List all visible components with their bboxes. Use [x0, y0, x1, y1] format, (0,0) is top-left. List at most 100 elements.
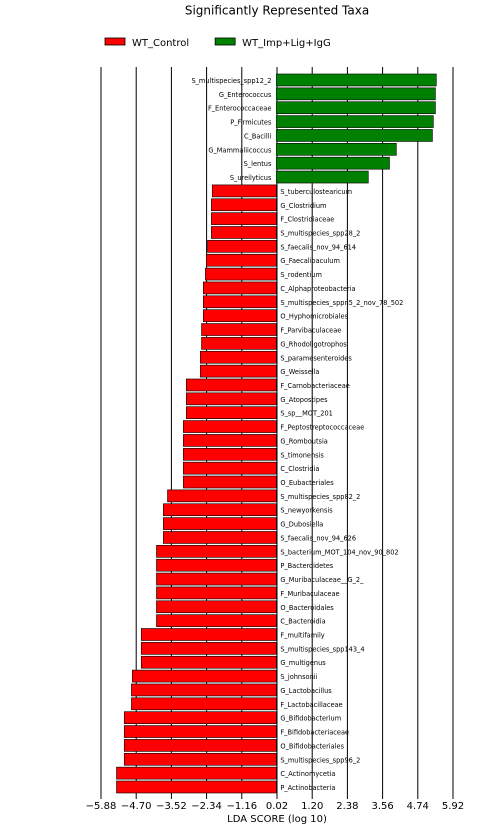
x-tick-label: −5.88: [86, 801, 117, 812]
bar: [167, 489, 277, 503]
bar: [123, 725, 277, 738]
bar: [156, 545, 277, 558]
bar: [203, 281, 277, 295]
bar-label: P_Firmicutes: [230, 119, 272, 127]
bar-label: G_Muribaculaceae__G_2_: [280, 576, 364, 584]
bar-label: G_Mammaliicoccus: [208, 146, 272, 154]
x-tick-label: 3.56: [371, 801, 393, 812]
bar-label: G_Atopostipes: [280, 396, 328, 404]
bar: [201, 337, 277, 350]
bar: [156, 614, 277, 627]
bar-label: G_Clostridium: [280, 202, 326, 210]
legend-swatch: [214, 37, 236, 46]
bar-label: S_multispecies_spp28_2: [280, 229, 360, 237]
x-tick-label: −1.16: [226, 801, 257, 812]
bar: [183, 475, 277, 489]
bar-label: G_Romboutsia: [280, 437, 327, 445]
bar: [183, 461, 277, 475]
bar: [156, 572, 277, 586]
bar-label: C_Bacilli: [244, 132, 272, 140]
bar: [163, 517, 277, 530]
chart-title: Significantly Represented Taxa: [185, 4, 369, 18]
bar-label: S_sp__MOT_201: [280, 410, 333, 418]
bar: [276, 170, 369, 184]
bar-label: S_tuberculostearicum: [280, 188, 352, 196]
bar: [156, 558, 277, 572]
bar-label: S_timonensis: [280, 451, 324, 459]
bar-label: S_lentus: [244, 160, 272, 168]
bar-label: O_Hyphomicrobiales: [280, 313, 348, 321]
bar: [276, 143, 397, 156]
bar: [203, 295, 277, 309]
bar: [116, 780, 277, 794]
bar: [123, 752, 277, 766]
bar: [276, 101, 436, 115]
bar: [163, 531, 277, 544]
bar-label: C_Clostridia: [280, 465, 319, 473]
bar-label: S_faecalis_nov_94_626: [280, 534, 356, 542]
bar: [123, 739, 277, 752]
bar-label: G_Faecalibaculum: [280, 257, 340, 265]
bar-label: S_newyorkensis: [280, 507, 333, 515]
bar: [211, 212, 277, 225]
bar-label: C_Bacteroidia: [280, 618, 325, 626]
bar-label: S_rodentium: [280, 271, 322, 279]
bar-label: F_Enterococcaceae: [208, 105, 271, 113]
bar: [186, 406, 277, 420]
bar: [206, 253, 277, 267]
legend-swatch: [104, 37, 126, 46]
bar-label: C_Actinomycetia: [280, 770, 335, 778]
bar-label: F_Bifidobacteriaceae: [280, 729, 349, 737]
bar-label: G_Lactobacillus: [280, 687, 332, 695]
bar: [163, 503, 277, 517]
bar: [140, 642, 277, 655]
bar-label: F_Lactobacillaceae: [280, 701, 342, 709]
bar-label: S_multispecies_spp143_4: [280, 645, 364, 653]
bar-label: G_Weissella: [280, 368, 319, 376]
bar: [140, 628, 277, 641]
bar: [211, 226, 277, 239]
bar-label: O_Eubacteriales: [280, 479, 334, 487]
bar-label: O_Bacteroidales: [280, 604, 334, 612]
bar: [276, 115, 434, 128]
bar-label: S_multispecies_spp12_2: [191, 77, 271, 85]
x-tick-label: 1.20: [301, 801, 323, 812]
bar-label: G_Rhodoligotrophos: [280, 340, 347, 348]
bar-label: P_Bacteroidetes: [280, 562, 333, 570]
bar-label: G_multigenus: [280, 659, 326, 667]
bar: [183, 420, 277, 433]
bar: [116, 766, 277, 780]
bar: [276, 87, 436, 101]
x-tick-label: −2.34: [191, 801, 222, 812]
bar: [203, 309, 277, 322]
x-tick-label: 2.38: [336, 801, 358, 812]
bar-label: S_multispecies_spp96_2: [280, 756, 360, 764]
legend-label: WT_Imp+Lig+IgG: [242, 38, 331, 49]
bar-label: S_multispecies_spp82_2: [280, 493, 360, 501]
bar-label: C_Alphaproteobacteria: [280, 285, 355, 293]
bar: [183, 447, 277, 461]
x-tick-label: 0.02: [266, 801, 288, 812]
bar: [205, 267, 277, 281]
bar: [276, 129, 433, 142]
bar-label: F_Clostridiaceae: [280, 216, 334, 224]
bar-label: S_multispecies_sppn5_2_nov_78_502: [280, 299, 403, 307]
bar: [186, 392, 277, 406]
legend-label: WT_Control: [132, 38, 189, 49]
bar: [276, 73, 437, 87]
x-tick-label: 4.74: [407, 801, 429, 812]
x-axis-label: LDA SCORE (log 10): [227, 814, 327, 825]
bar-label: F_Parvibaculaceae: [280, 327, 341, 335]
bar-label: S_johnsonii: [280, 673, 317, 681]
bar-label: P_Actinobacteria: [280, 784, 335, 792]
bar-label: S_paramesenteroides: [280, 354, 352, 362]
bar: [207, 240, 277, 253]
bar: [201, 323, 277, 336]
bar: [211, 198, 277, 212]
bar: [276, 156, 390, 170]
bar: [186, 378, 277, 392]
bar-label: F_multifamily: [280, 632, 324, 640]
bar-label: S_bacterium_MOT_104_nov_90_802: [280, 548, 398, 556]
x-tick-label: −3.52: [156, 801, 187, 812]
bar-label: G_Bifidobacterium: [280, 715, 341, 723]
